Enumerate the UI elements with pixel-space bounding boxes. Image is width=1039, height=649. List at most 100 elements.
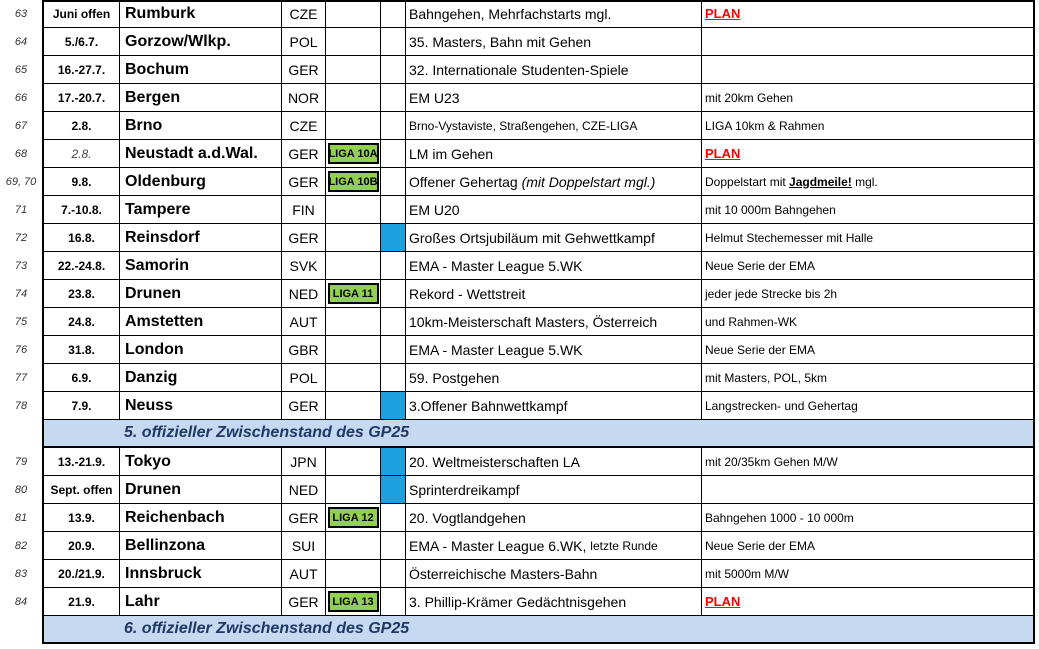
liga-cell[interactable] — [326, 476, 381, 504]
country-cell[interactable]: GBR — [282, 336, 326, 364]
marker-cell[interactable] — [381, 0, 406, 28]
country-cell[interactable]: SVK — [282, 252, 326, 280]
liga-cell[interactable] — [326, 112, 381, 140]
row-number[interactable]: 66 — [0, 84, 42, 112]
liga-cell[interactable]: LIGA 13 — [326, 588, 381, 616]
city-cell[interactable]: Innsbruck — [120, 560, 282, 588]
country-cell[interactable]: GER — [282, 224, 326, 252]
date-cell[interactable]: 5./6.7. — [42, 28, 120, 56]
marker-cell[interactable] — [381, 476, 406, 504]
date-cell[interactable]: Sept. offen — [42, 476, 120, 504]
marker-cell[interactable] — [381, 504, 406, 532]
note-cell[interactable]: PLAN — [702, 140, 1035, 168]
marker-cell[interactable] — [381, 252, 406, 280]
date-cell[interactable]: Juni offen — [42, 0, 120, 28]
liga-cell[interactable] — [326, 224, 381, 252]
note-cell[interactable]: jeder jede Strecke bis 2h — [702, 280, 1035, 308]
note-cell[interactable]: mit Masters, POL, 5km — [702, 364, 1035, 392]
marker-cell[interactable] — [381, 560, 406, 588]
city-cell[interactable]: Tokyo — [120, 448, 282, 476]
city-cell[interactable]: Gorzow/Wlkp. — [120, 28, 282, 56]
marker-cell[interactable] — [381, 448, 406, 476]
liga-cell[interactable] — [326, 252, 381, 280]
country-cell[interactable]: JPN — [282, 448, 326, 476]
liga-cell[interactable]: LIGA 10A — [326, 140, 381, 168]
description-cell[interactable]: Bahngehen, Mehrfachstarts mgl. — [406, 0, 702, 28]
standing-row-5[interactable]: 5. offizieller Zwischenstand des GP25 — [0, 420, 1039, 448]
city-cell[interactable]: Drunen — [120, 476, 282, 504]
note-cell[interactable] — [702, 28, 1035, 56]
liga-cell[interactable] — [326, 336, 381, 364]
row-number[interactable]: 81 — [0, 504, 42, 532]
row-number[interactable]: 79 — [0, 448, 42, 476]
row-number[interactable]: 77 — [0, 364, 42, 392]
marker-cell[interactable] — [381, 280, 406, 308]
row-number[interactable]: 84 — [0, 588, 42, 616]
country-cell[interactable]: CZE — [282, 0, 326, 28]
row-number[interactable]: 64 — [0, 28, 42, 56]
row-number[interactable]: 65 — [0, 56, 42, 84]
note-cell[interactable]: mit 10 000m Bahngehen — [702, 196, 1035, 224]
city-cell[interactable]: Rumburk — [120, 0, 282, 28]
marker-cell[interactable] — [381, 56, 406, 84]
city-cell[interactable]: Bochum — [120, 56, 282, 84]
note-cell[interactable]: und Rahmen-WK — [702, 308, 1035, 336]
city-cell[interactable]: London — [120, 336, 282, 364]
liga-cell[interactable] — [326, 532, 381, 560]
country-cell[interactable]: GER — [282, 168, 326, 196]
note-cell[interactable]: mit 5000m M/W — [702, 560, 1035, 588]
description-cell[interactable]: EM U23 — [406, 84, 702, 112]
country-cell[interactable]: GER — [282, 504, 326, 532]
row-number[interactable]: 71 — [0, 196, 42, 224]
note-cell[interactable]: Neue Serie der EMA — [702, 336, 1035, 364]
row-number[interactable]: 83 — [0, 560, 42, 588]
country-cell[interactable]: POL — [282, 364, 326, 392]
city-cell[interactable]: Neustadt a.d.Wal. — [120, 140, 282, 168]
date-cell[interactable]: 16.-27.7. — [42, 56, 120, 84]
marker-cell[interactable] — [381, 532, 406, 560]
row-number[interactable]: 73 — [0, 252, 42, 280]
date-cell[interactable]: 6.9. — [42, 364, 120, 392]
marker-cell[interactable] — [381, 392, 406, 420]
note-cell[interactable] — [702, 476, 1035, 504]
marker-cell[interactable] — [381, 588, 406, 616]
note-cell[interactable]: mit 20km Gehen — [702, 84, 1035, 112]
note-cell[interactable]: PLAN — [702, 0, 1035, 28]
row-number[interactable]: 69, 70 — [0, 168, 42, 196]
date-cell[interactable]: 20./21.9. — [42, 560, 120, 588]
liga-cell[interactable]: LIGA 12 — [326, 504, 381, 532]
date-cell[interactable]: 17.-20.7. — [42, 84, 120, 112]
description-cell[interactable]: EM U20 — [406, 196, 702, 224]
city-cell[interactable]: Reinsdorf — [120, 224, 282, 252]
city-cell[interactable]: Bergen — [120, 84, 282, 112]
row-number[interactable]: 63 — [0, 0, 42, 28]
country-cell[interactable]: GER — [282, 588, 326, 616]
description-cell[interactable]: 3. Phillip-Krämer Gedächtnisgehen — [406, 588, 702, 616]
country-cell[interactable]: AUT — [282, 560, 326, 588]
description-cell[interactable]: 20. Vogtlandgehen — [406, 504, 702, 532]
city-cell[interactable]: Neuss — [120, 392, 282, 420]
note-cell[interactable]: Helmut Stechemesser mit Halle — [702, 224, 1035, 252]
description-cell[interactable]: 32. Internationale Studenten-Spiele — [406, 56, 702, 84]
marker-cell[interactable] — [381, 308, 406, 336]
row-number[interactable]: 76 — [0, 336, 42, 364]
liga-cell[interactable] — [326, 84, 381, 112]
country-cell[interactable]: NED — [282, 280, 326, 308]
country-cell[interactable]: NOR — [282, 84, 326, 112]
note-cell[interactable]: Neue Serie der EMA — [702, 252, 1035, 280]
description-cell[interactable]: EMA - Master League 5.WK — [406, 336, 702, 364]
date-cell[interactable]: 7.9. — [42, 392, 120, 420]
liga-cell[interactable] — [326, 28, 381, 56]
date-cell[interactable]: 23.8. — [42, 280, 120, 308]
date-cell[interactable]: 2.8. — [42, 112, 120, 140]
description-cell[interactable]: LM im Gehen — [406, 140, 702, 168]
row-number[interactable]: 75 — [0, 308, 42, 336]
marker-cell[interactable] — [381, 224, 406, 252]
date-cell[interactable]: 13.-21.9. — [42, 448, 120, 476]
row-number[interactable]: 67 — [0, 112, 42, 140]
note-cell[interactable]: Bahngehen 1000 - 10 000m — [702, 504, 1035, 532]
country-cell[interactable]: FIN — [282, 196, 326, 224]
country-cell[interactable]: AUT — [282, 308, 326, 336]
marker-cell[interactable] — [381, 336, 406, 364]
row-number[interactable]: 78 — [0, 392, 42, 420]
